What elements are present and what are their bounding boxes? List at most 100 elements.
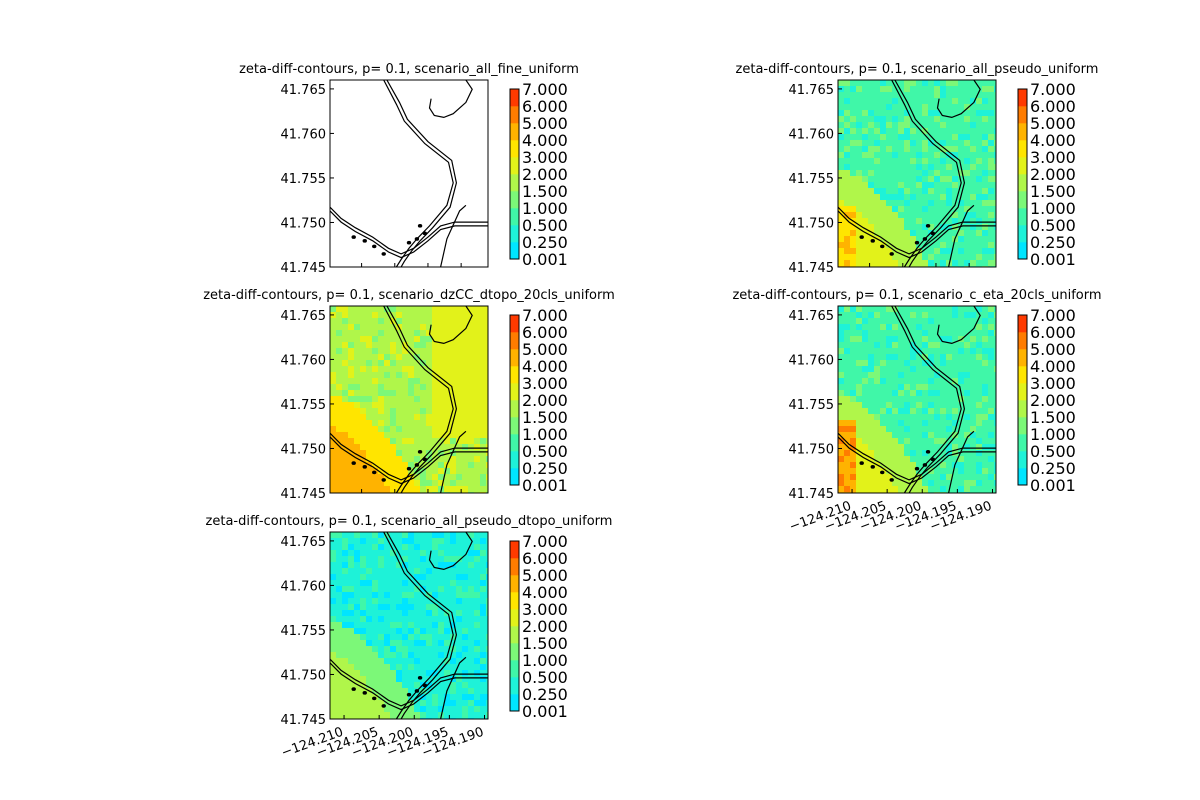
contour-cell bbox=[892, 408, 898, 414]
contour-cell bbox=[378, 402, 384, 408]
contour-cell bbox=[450, 592, 456, 598]
contour-cell bbox=[348, 598, 354, 604]
contour-cell bbox=[886, 170, 892, 176]
contour-cell bbox=[898, 80, 904, 86]
contour-cell bbox=[360, 420, 366, 426]
contour-cell bbox=[444, 646, 450, 652]
contour-cell bbox=[952, 336, 958, 342]
contour-cell bbox=[474, 652, 480, 658]
contour-cell bbox=[874, 80, 880, 86]
contour-cell bbox=[946, 444, 952, 450]
contour-cell bbox=[420, 676, 426, 682]
contour-cell bbox=[976, 146, 982, 152]
contour-cell bbox=[994, 444, 996, 450]
contour-cell bbox=[946, 236, 952, 242]
contour-cell bbox=[964, 92, 970, 98]
contour-cell bbox=[348, 694, 354, 700]
contour-cell bbox=[862, 236, 868, 242]
contour-cell bbox=[868, 408, 874, 414]
contour-cell bbox=[330, 586, 336, 592]
contour-cell bbox=[880, 324, 886, 330]
contour-cell bbox=[402, 456, 408, 462]
contour-cell bbox=[360, 354, 366, 360]
contour-cell bbox=[994, 360, 996, 366]
contour-cell bbox=[462, 688, 468, 694]
contour-cell bbox=[868, 260, 874, 266]
contour-cell bbox=[456, 574, 462, 580]
contour-cell bbox=[910, 140, 916, 146]
contour-cell bbox=[426, 664, 432, 670]
contour-cell bbox=[480, 468, 486, 474]
contour-cell bbox=[402, 628, 408, 634]
y-tick-label: 41.750 bbox=[789, 216, 835, 231]
colorbar-segment bbox=[510, 592, 519, 610]
contour-cell bbox=[372, 396, 378, 402]
contour-cell bbox=[402, 544, 408, 550]
contour-cell bbox=[384, 706, 390, 712]
contour-cell bbox=[468, 426, 474, 432]
contour-cell bbox=[934, 92, 940, 98]
contour-cell bbox=[940, 218, 946, 224]
contour-cell bbox=[976, 152, 982, 158]
contour-cell bbox=[838, 360, 844, 366]
contour-cell bbox=[934, 176, 940, 182]
contour-cell bbox=[964, 158, 970, 164]
contour-cell bbox=[414, 616, 420, 622]
contour-cell bbox=[868, 146, 874, 152]
contour-cell bbox=[898, 92, 904, 98]
contour-cell bbox=[964, 330, 970, 336]
contour-cell bbox=[480, 532, 486, 538]
contour-cell bbox=[850, 206, 856, 212]
contour-cell bbox=[892, 170, 898, 176]
contour-cell bbox=[898, 254, 904, 260]
contour-cell bbox=[450, 700, 456, 706]
contour-cell bbox=[396, 658, 402, 664]
contour-cell bbox=[892, 128, 898, 134]
contour-cell bbox=[450, 538, 456, 544]
contour-cell bbox=[474, 592, 480, 598]
contour-cell bbox=[982, 408, 988, 414]
contour-cell bbox=[360, 646, 366, 652]
contour-cell bbox=[462, 360, 468, 366]
contour-cell bbox=[976, 254, 982, 260]
contour-cell bbox=[366, 444, 372, 450]
contour-cell bbox=[366, 336, 372, 342]
contour-cell bbox=[474, 568, 480, 574]
colorbar-segment bbox=[1018, 434, 1027, 452]
contour-cell bbox=[486, 712, 488, 718]
contour-cell bbox=[378, 354, 384, 360]
contour-cell bbox=[874, 206, 880, 212]
contour-cell bbox=[844, 122, 850, 128]
contour-cell bbox=[420, 712, 426, 718]
contour-cell bbox=[892, 324, 898, 330]
contour-cell bbox=[450, 336, 456, 342]
colorbar-tick-label: 1.000 bbox=[1030, 425, 1076, 444]
contour-cell bbox=[910, 218, 916, 224]
contour-cell bbox=[366, 532, 372, 538]
contour-cell bbox=[468, 700, 474, 706]
contour-cell bbox=[414, 592, 420, 598]
contour-cell bbox=[934, 206, 940, 212]
contour-cell bbox=[934, 438, 940, 444]
contour-cell bbox=[958, 152, 964, 158]
contour-cell bbox=[928, 330, 934, 336]
contour-cell bbox=[904, 152, 910, 158]
contour-cell bbox=[874, 324, 880, 330]
contour-cell bbox=[450, 330, 456, 336]
contour-cell bbox=[940, 242, 946, 248]
contour-cell bbox=[994, 438, 996, 444]
contour-cell bbox=[432, 468, 438, 474]
contour-cell bbox=[976, 312, 982, 318]
contour-cell bbox=[988, 98, 994, 104]
contour-cell bbox=[856, 480, 862, 486]
contour-cell bbox=[904, 80, 910, 86]
contour-cell bbox=[462, 556, 468, 562]
contour-cell bbox=[910, 372, 916, 378]
contour-cell bbox=[952, 408, 958, 414]
contour-cell bbox=[330, 616, 336, 622]
contour-cell bbox=[402, 324, 408, 330]
contour-cell bbox=[402, 652, 408, 658]
contour-cell bbox=[934, 480, 940, 486]
contour-cell bbox=[850, 324, 856, 330]
contour-cell bbox=[856, 116, 862, 122]
